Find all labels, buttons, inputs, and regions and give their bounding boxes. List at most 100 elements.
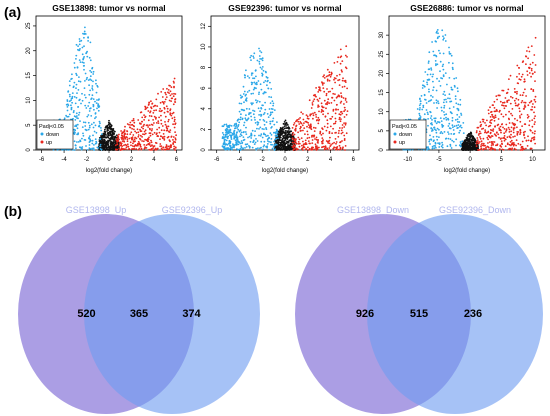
data-point xyxy=(533,117,536,120)
data-point xyxy=(271,147,274,150)
data-point xyxy=(259,126,262,129)
data-point xyxy=(293,147,296,150)
data-point xyxy=(522,108,525,110)
data-point xyxy=(521,100,524,102)
data-point xyxy=(493,133,496,136)
data-point xyxy=(279,149,282,151)
data-point xyxy=(75,147,77,150)
data-point xyxy=(437,32,439,35)
data-point xyxy=(286,131,289,134)
data-point xyxy=(242,147,244,150)
data-point xyxy=(149,111,151,114)
data-point xyxy=(491,116,494,118)
data-point xyxy=(81,61,84,64)
x-tick-label: 0 xyxy=(107,157,111,163)
data-point xyxy=(485,124,487,127)
data-point xyxy=(117,143,120,146)
data-point xyxy=(291,137,294,140)
data-point xyxy=(452,140,455,143)
data-point xyxy=(313,148,315,151)
data-point xyxy=(260,133,263,136)
data-point xyxy=(90,71,93,74)
data-point xyxy=(511,114,514,117)
data-point xyxy=(107,139,110,142)
data-point xyxy=(258,55,261,57)
data-point xyxy=(86,115,89,118)
data-point xyxy=(234,144,236,146)
data-point xyxy=(453,125,456,128)
data-point xyxy=(345,67,348,70)
data-point xyxy=(477,141,479,143)
data-point xyxy=(340,110,343,113)
data-point xyxy=(248,135,251,138)
data-point xyxy=(267,87,270,90)
data-point xyxy=(497,133,500,136)
data-point xyxy=(158,131,161,134)
data-point xyxy=(238,110,241,113)
data-point xyxy=(524,88,526,91)
data-point xyxy=(147,126,149,128)
data-point xyxy=(146,140,149,143)
data-point xyxy=(224,143,227,146)
data-point xyxy=(140,130,143,133)
data-point xyxy=(527,57,529,60)
data-point xyxy=(150,148,153,150)
data-point xyxy=(527,46,530,49)
data-point xyxy=(243,124,245,127)
data-point xyxy=(142,125,145,127)
data-point xyxy=(167,89,170,91)
data-point xyxy=(295,125,297,128)
data-point xyxy=(76,141,78,143)
data-point xyxy=(100,133,103,136)
data-point xyxy=(92,80,94,83)
data-point xyxy=(133,138,136,141)
data-point xyxy=(235,122,237,125)
data-point xyxy=(290,138,292,141)
data-point xyxy=(154,118,157,120)
data-point xyxy=(242,85,245,88)
data-point xyxy=(298,138,301,141)
data-point xyxy=(438,80,441,82)
data-point xyxy=(81,53,84,56)
data-point xyxy=(244,143,247,146)
data-point xyxy=(100,144,103,147)
data-point xyxy=(312,146,314,149)
data-point xyxy=(267,134,269,137)
data-point xyxy=(250,54,253,57)
data-point xyxy=(343,85,346,88)
data-point xyxy=(475,131,478,134)
data-point xyxy=(499,145,502,147)
data-point xyxy=(104,146,107,149)
data-point xyxy=(66,99,69,101)
data-point xyxy=(305,114,308,116)
data-point xyxy=(501,143,503,146)
data-point xyxy=(435,135,438,138)
data-point xyxy=(248,77,251,79)
data-point xyxy=(516,82,519,84)
data-point xyxy=(518,67,520,69)
data-point xyxy=(150,141,153,144)
data-point xyxy=(511,147,514,150)
data-point xyxy=(170,144,172,146)
data-point xyxy=(461,140,464,143)
data-point xyxy=(294,145,296,148)
data-point xyxy=(73,81,76,84)
data-point xyxy=(517,142,520,145)
data-point xyxy=(285,135,287,138)
data-point xyxy=(522,131,525,134)
data-point xyxy=(505,113,507,116)
data-point xyxy=(332,110,335,112)
point-cloud xyxy=(400,29,537,151)
data-point xyxy=(328,142,331,145)
y-tick-label: 0 xyxy=(201,148,207,152)
data-point xyxy=(516,131,519,133)
data-point xyxy=(147,110,150,112)
data-point xyxy=(315,116,318,118)
data-point xyxy=(450,133,453,135)
data-point xyxy=(440,106,443,109)
data-point xyxy=(244,117,247,120)
data-point xyxy=(253,81,256,84)
data-point xyxy=(72,111,75,114)
data-point xyxy=(145,124,148,127)
data-point xyxy=(250,59,252,61)
